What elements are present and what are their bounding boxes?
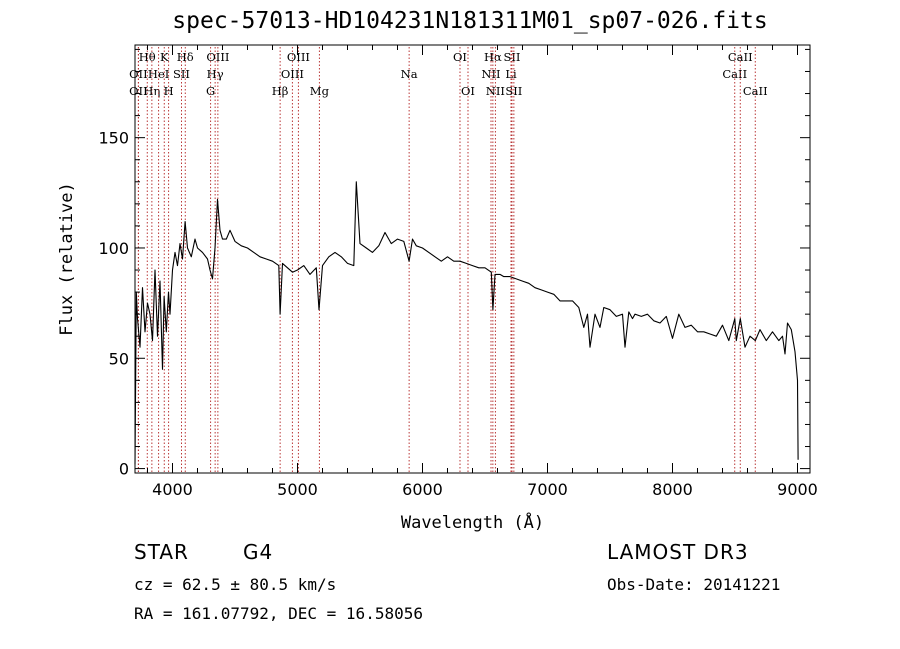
- plot-frame: [134, 44, 811, 474]
- coordinates: RA = 161.07792, DEC = 16.58056: [134, 604, 423, 623]
- line-label: SII: [504, 50, 521, 64]
- line-label: Hθ: [139, 50, 156, 64]
- line-label: CaII: [728, 50, 753, 64]
- line-label: Hη: [143, 84, 160, 98]
- line-label: OIII: [206, 50, 229, 64]
- line-label: SII: [173, 67, 190, 81]
- line-label: Hα: [484, 50, 502, 64]
- line-label: K: [160, 50, 169, 64]
- x-tick-label: 7000: [527, 480, 568, 499]
- line-label: CaII: [743, 84, 768, 98]
- x-tick-label: 6000: [402, 480, 443, 499]
- line-label: Hβ: [272, 84, 289, 98]
- x-tick-label: 8000: [652, 480, 693, 499]
- line-label: Mg: [310, 84, 330, 98]
- object-subclass: G4: [243, 540, 274, 564]
- y-tick-label: 150: [98, 129, 129, 148]
- x-tick-label: 9000: [777, 480, 818, 499]
- line-label: OI: [461, 84, 475, 98]
- redshift-velocity: cz = 62.5 ± 80.5 km/s: [134, 575, 337, 594]
- y-tick-label: 100: [98, 239, 129, 258]
- y-axis-label: Flux (relative): [57, 182, 77, 336]
- line-label: H: [164, 84, 174, 98]
- line-label: SII: [505, 84, 522, 98]
- observation-date: Obs-Date: 20141221: [607, 575, 781, 594]
- line-label: NII: [486, 84, 505, 98]
- spectrum-line: [134, 181, 799, 465]
- survey-name: LAMOST DR3: [607, 540, 749, 564]
- object-class: STAR: [134, 540, 189, 564]
- line-label: Hγ: [207, 67, 224, 81]
- x-tick-label: 4000: [152, 480, 193, 499]
- line-label: OII: [129, 84, 148, 98]
- x-tick-label: 5000: [277, 480, 318, 499]
- line-label: OII: [129, 67, 148, 81]
- line-label: OI: [453, 50, 467, 64]
- y-tick-label: 50: [109, 349, 129, 368]
- line-label: Hδ: [177, 50, 194, 64]
- line-label: Na: [401, 67, 418, 81]
- line-label: NII: [481, 67, 500, 81]
- chart-title: spec-57013-HD104231N181311M01_sp07-026.f…: [172, 8, 768, 34]
- line-label: OIII: [287, 50, 310, 64]
- x-axis-label: Wavelength (Å): [401, 511, 544, 533]
- line-label: Li: [505, 67, 517, 81]
- line-label: OIII: [281, 67, 304, 81]
- y-tick-label: 0: [119, 460, 129, 479]
- line-label: CaII: [722, 67, 747, 81]
- line-label: HeI: [148, 67, 169, 81]
- line-label: G: [206, 84, 215, 98]
